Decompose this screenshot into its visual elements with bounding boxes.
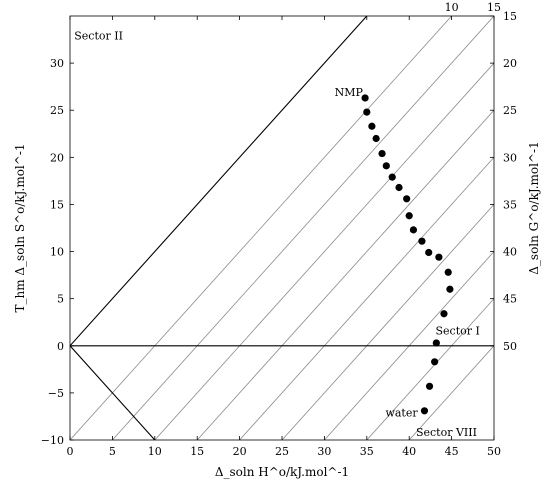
y-tick-label: −10 <box>41 434 64 447</box>
x-tick-label: 0 <box>67 445 74 458</box>
data-point <box>372 134 380 143</box>
annotation-label: Sector II <box>74 30 123 43</box>
g-tick-label-right: 50 <box>503 340 517 353</box>
data-point <box>403 195 411 203</box>
x-axis-ticks: 0 5 10 15 20 25 30 35 40 45 50 <box>67 16 501 458</box>
x-tick-label: 20 <box>233 445 247 458</box>
x-tick-label: 40 <box>402 445 416 458</box>
y-tick-label: 15 <box>50 198 64 211</box>
x-tick-label: 50 <box>487 445 501 458</box>
iso-line-g15 <box>112 16 494 440</box>
data-point <box>440 310 448 318</box>
iso-line-g40 <box>324 250 494 440</box>
annotations: Sector II NMP Sector I water Sector VIII <box>74 30 480 440</box>
g-tick-label-top: 10 <box>445 1 459 14</box>
data-point <box>363 108 371 116</box>
iso-line-g20 <box>154 62 494 440</box>
x-tick-label: 10 <box>148 445 162 458</box>
data-point <box>446 285 454 293</box>
data-point <box>368 122 376 130</box>
data-point <box>382 162 390 170</box>
x-tick-label: 15 <box>190 445 204 458</box>
x-tick-label: 30 <box>317 445 331 458</box>
x-tick-label: 5 <box>109 445 116 458</box>
data-point <box>361 94 369 102</box>
data-point <box>425 382 434 390</box>
x-axis-label: Δ_soln H^o/kJ.mol^-1 <box>215 465 349 479</box>
data-points <box>361 94 454 415</box>
annotation-label: Sector I <box>435 324 479 337</box>
g-tick-label-right: 40 <box>503 246 517 259</box>
data-point <box>420 407 429 415</box>
iso-line-g45 <box>366 298 494 440</box>
y-tick-label: −5 <box>48 387 64 400</box>
data-point <box>409 226 418 234</box>
reference-line-2 <box>70 345 156 440</box>
data-point <box>395 183 403 192</box>
x-tick-label: 45 <box>445 445 459 458</box>
y-axis-ticks: −10 −5 0 5 10 15 20 25 30 <box>41 57 74 447</box>
annotation-label: Sector VIII <box>416 426 477 439</box>
y-tick-label: 25 <box>50 104 64 117</box>
reference-lines <box>70 16 494 440</box>
y-axis-label: T_hm Δ_soln S^o/kJ.mol^-1 <box>13 143 27 312</box>
g-tick-label-top: 15 <box>487 1 501 14</box>
data-point <box>425 248 433 257</box>
iso-line-g50 <box>408 345 494 440</box>
data-point <box>435 253 443 261</box>
reference-line-0 <box>70 16 368 347</box>
iso-line-g35 <box>281 203 494 440</box>
y-tick-label: 10 <box>50 246 64 259</box>
data-point <box>378 149 386 158</box>
y-tick-label: 20 <box>50 151 64 164</box>
y-tick-label: 5 <box>57 293 64 306</box>
y-tick-label: 0 <box>57 340 64 353</box>
g-tick-label-right: 20 <box>503 57 517 70</box>
y-tick-label: 30 <box>50 57 64 70</box>
gibbs-axis-ticks: 15 20 25 30 35 40 45 50 10 15 <box>445 1 517 353</box>
x-tick-label: 25 <box>275 445 289 458</box>
iso-line-g25 <box>196 109 494 440</box>
x-tick-label: 35 <box>360 445 374 458</box>
data-point <box>405 212 413 220</box>
iso-gibbs-lines <box>70 16 494 440</box>
g-tick-label-right: 30 <box>503 151 517 164</box>
data-point <box>431 358 439 366</box>
g-tick-label-right: 15 <box>503 10 517 23</box>
g-tick-label-right: 25 <box>503 104 517 117</box>
y2-axis-label: Δ_soln G^o/kJ.mol^-1 <box>527 141 541 275</box>
data-point <box>444 268 452 276</box>
g-tick-label-right: 35 <box>503 198 517 211</box>
data-point <box>388 173 396 181</box>
g-tick-label-right: 45 <box>503 293 517 306</box>
iso-line-g10 <box>70 16 452 440</box>
annotation-label: NMP <box>335 86 364 99</box>
annotation-label: water <box>385 406 418 419</box>
data-point <box>432 339 440 347</box>
data-point <box>418 237 426 245</box>
iso-line-g30 <box>239 156 494 440</box>
